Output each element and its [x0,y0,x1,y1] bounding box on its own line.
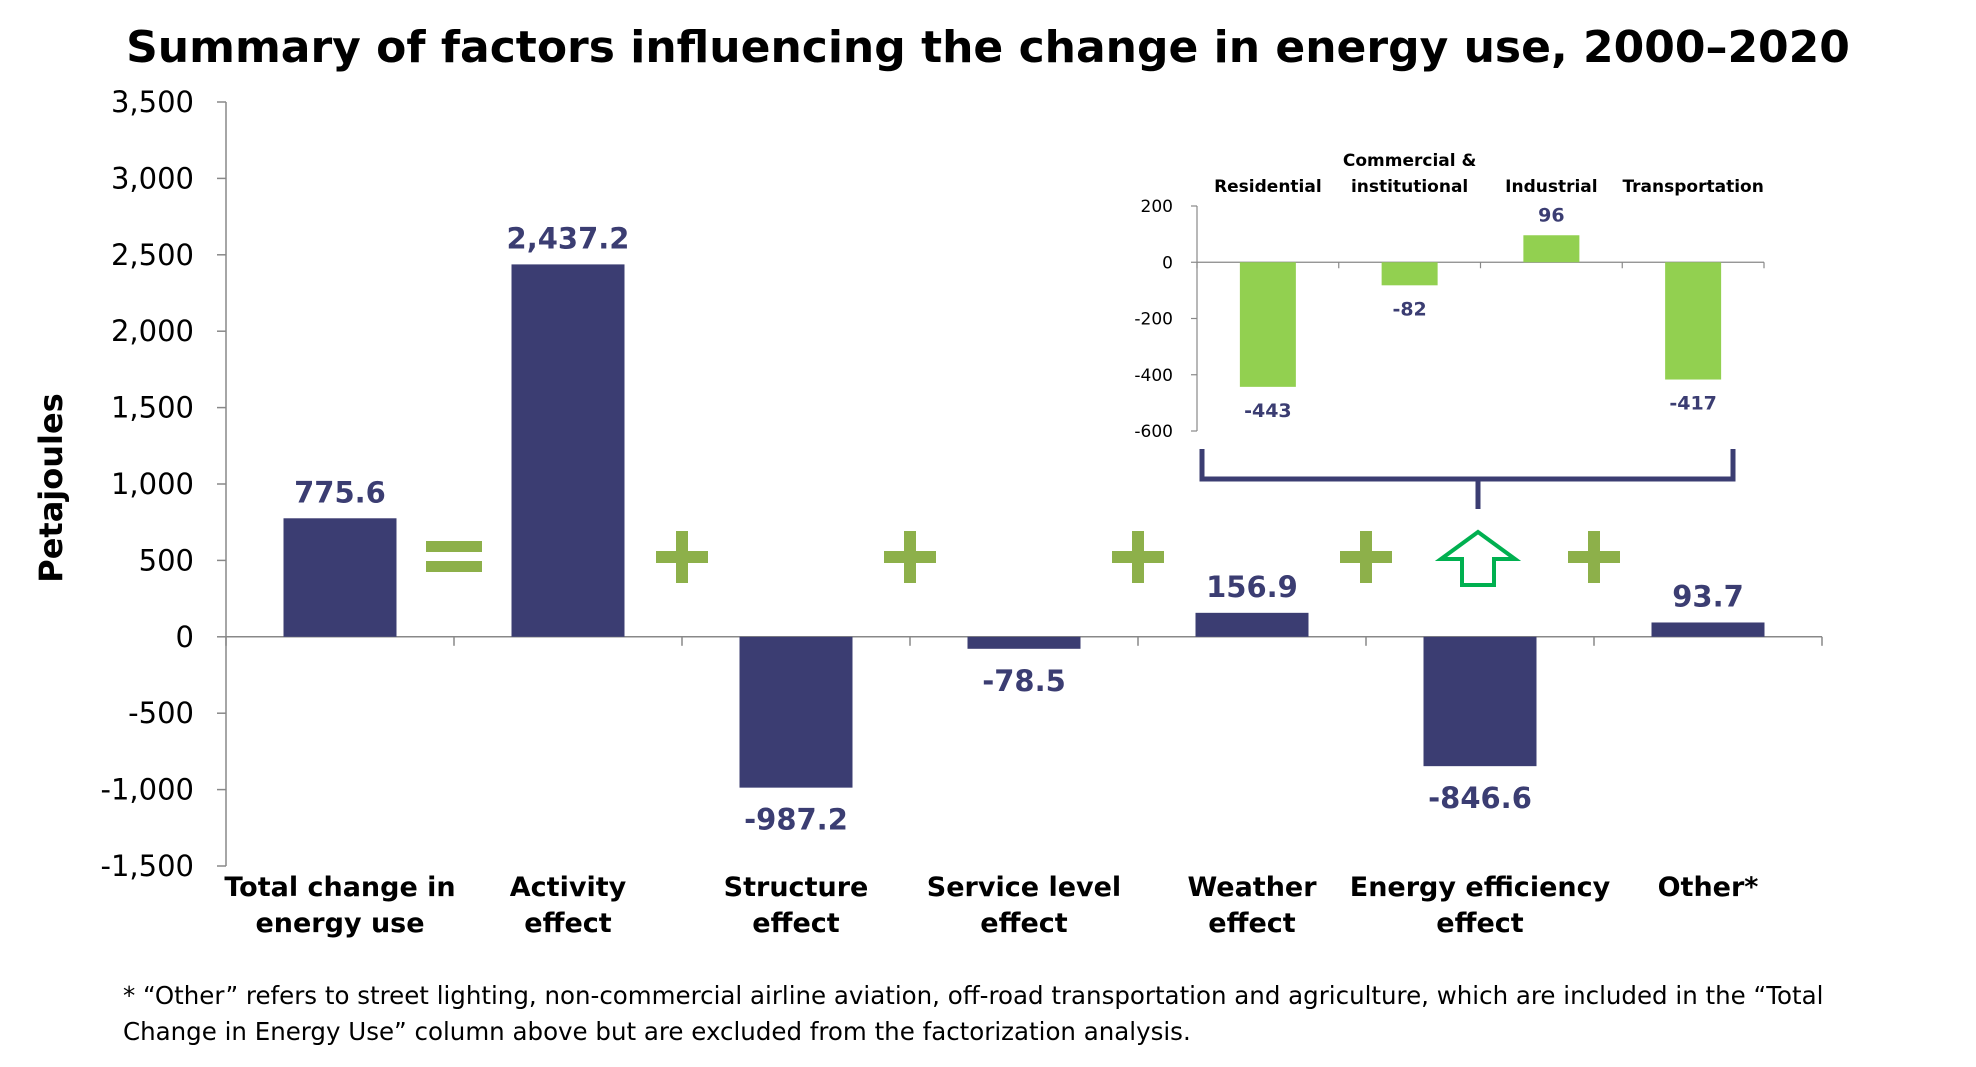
plus-sign-icon [656,531,708,583]
bar [1651,622,1765,637]
bar-data-label: -78.5 [982,664,1066,698]
inset-bracket [1199,449,1736,509]
inset-category-label: Residential [1214,177,1322,197]
x-category-label: effect [752,908,840,939]
y-tick-label: 0 [176,620,194,654]
inset-data-label: -417 [1669,393,1717,415]
y-tick-label: 500 [139,543,194,577]
plus-sign-icon [1340,531,1392,583]
inset-data-label: -443 [1244,400,1292,422]
main-data-labels: 775.6 2,437.2 -987.2 -78.5 156.9 -846.6 93.7 [294,221,1744,836]
plus-bar [1588,531,1600,583]
inset-category-label: institutional [1351,177,1468,197]
x-category-label: Activity [510,872,627,903]
plus-bar [1360,531,1372,583]
y-axis-label: Petajoules [32,393,70,583]
inset-bar [1239,262,1296,387]
inset-y-tick-label: 200 [1141,197,1173,217]
equals-bar [426,541,482,552]
x-category-label: Weather [1187,872,1317,903]
y-tick-label: -1,000 [101,773,195,807]
x-category-label: effect [980,908,1068,939]
footnote: * “Other” refers to street lighting, non… [123,978,1843,1050]
inset-y-tick-label: 0 [1162,253,1173,273]
y-tick-label: 1,000 [111,467,194,501]
x-category-label: Structure [724,872,869,903]
inset-chart-energy-efficiency-by-sector: -600 -400 -200 0 200 -443 -82 96 -417 Residenti… [1134,151,1765,442]
inset-bar [1381,262,1438,286]
chart-title: Summary of factors influencing the chang… [126,22,1850,73]
y-tick-label: 1,500 [111,391,194,425]
bar [1423,636,1537,767]
bar [1195,612,1309,637]
footnote-line-2: Change in Energy Use” column above but a… [123,1017,1191,1046]
main-axes: -1,500 -1,000 -500 0 500 1,000 1,500 2,000 2,500… [101,85,1823,883]
up-arrow-shape [1434,529,1522,587]
x-category-label: effect [524,908,612,939]
y-tick-label: -500 [128,696,194,730]
bar [967,636,1081,649]
main-category-labels: Total change in energy use Activity effect S… [224,872,1758,939]
bar-data-label: 2,437.2 [507,221,630,255]
main-bars [283,264,1765,788]
plus-bar [904,531,916,583]
inset-bars [1239,235,1722,387]
bar-data-label: -987.2 [744,803,848,837]
inset-data-label: -82 [1392,298,1426,320]
inset-category-label: Industrial [1505,177,1597,197]
y-tick-label: 2,000 [111,314,194,348]
bar [739,636,853,788]
y-tick-label: -1,500 [101,849,195,883]
bar [283,518,397,637]
inset-category-label: Commercial & [1343,151,1477,171]
x-category-label: effect [1436,908,1524,939]
plus-sign-icon [1568,531,1620,583]
plus-bar [1132,531,1144,583]
x-category-label: Service level [927,872,1121,903]
inset-category-label: Transportation [1622,177,1763,197]
bar-data-label: 93.7 [1672,579,1744,613]
bar [511,264,625,637]
inset-y-tick-label: -600 [1134,422,1173,442]
plus-bar [676,531,688,583]
plus-sign-icon [884,531,936,583]
y-tick-label: 2,500 [111,238,194,272]
inset-bar [1665,262,1722,380]
inset-category-labels: Residential Commercial & institutional Indu… [1214,151,1764,197]
equals-bar [426,561,482,572]
bar-data-label: -846.6 [1428,781,1532,815]
x-category-label: Other* [1658,872,1759,903]
inset-bar [1523,235,1580,263]
y-tick-label: 3,000 [111,161,194,195]
x-category-label: energy use [255,908,424,939]
bar-data-label: 156.9 [1206,570,1298,604]
equation-operators [426,531,1620,583]
equals-sign-icon [426,541,482,572]
up-arrow-icon [1434,529,1522,587]
plus-sign-icon [1112,531,1164,583]
inset-y-tick-label: -200 [1134,310,1173,330]
x-category-label: Energy efficiency [1350,872,1611,903]
y-tick-label: 3,500 [111,85,194,119]
bracket-shape [1199,449,1736,509]
inset-y-tick-label: -400 [1134,366,1173,386]
inset-data-labels: -443 -82 96 -417 [1244,204,1717,422]
x-category-label: effect [1208,908,1296,939]
x-category-label: Total change in [224,872,455,903]
bar-data-label: 775.6 [294,475,386,509]
footnote-line-1: * “Other” refers to street lighting, non… [123,981,1824,1010]
inset-data-label: 96 [1538,204,1564,226]
